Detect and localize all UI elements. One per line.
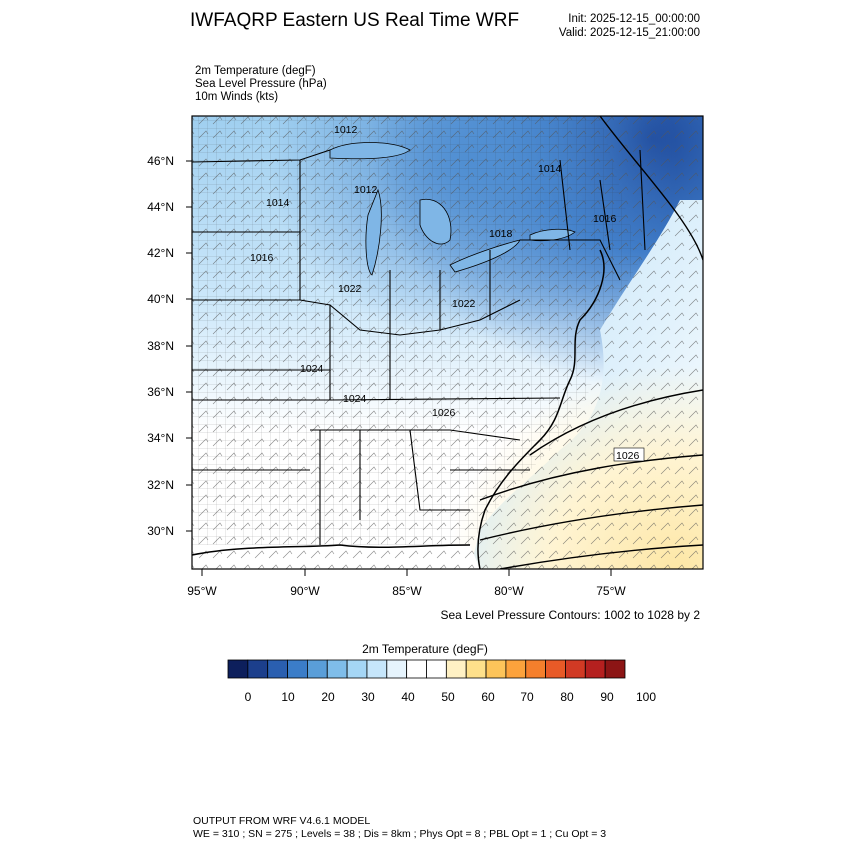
pressure-label: 1016 — [593, 213, 617, 225]
colorbar-swatch — [346, 659, 368, 679]
pressure-label: 1022 — [338, 283, 362, 295]
colorbar-swatch — [287, 659, 308, 679]
valid-time: Valid: 2025-12-15_21:00:00 — [558, 27, 700, 39]
colorbar-tick-label: 50 — [441, 690, 455, 704]
colorbar-swatch — [505, 659, 527, 679]
colorbar-swatch — [306, 659, 328, 679]
colorbar-swatch — [366, 659, 388, 679]
lat-label: 30°N — [147, 524, 174, 538]
colorbar-swatch — [267, 659, 288, 679]
colorbar-swatch — [525, 659, 547, 679]
pressure-labels: 1012 1014 1012 1014 1016 1018 1016 1022 … — [250, 124, 645, 462]
field-pressure-label: Sea Level Pressure (hPa) — [195, 78, 327, 90]
colorbar-tick-label: 70 — [520, 690, 534, 704]
lake-ontario — [529, 228, 576, 242]
colorbar-tick-label: 80 — [560, 690, 574, 704]
lat-label: 44°N — [147, 200, 174, 214]
colorbar-tick-label: 100 — [636, 690, 656, 704]
contour-note: Sea Level Pressure Contours: 1002 to 102… — [440, 608, 701, 622]
colorbar-title: 2m Temperature (degF) — [362, 642, 488, 656]
colorbar — [227, 659, 626, 679]
lat-ticks — [186, 160, 192, 532]
lon-label: 85°W — [392, 584, 422, 598]
field-temperature-label: 2m Temperature (degF) — [195, 65, 316, 77]
colorbar-tick-label: 10 — [281, 690, 295, 704]
colorbar-tick-label: 40 — [401, 690, 415, 704]
lon-label: 75°W — [596, 584, 626, 598]
colorbar-swatch — [445, 659, 467, 679]
colorbar-swatch — [227, 659, 249, 679]
lat-label: 46°N — [147, 154, 174, 168]
colorbar-tick-label: 90 — [600, 690, 614, 704]
gulf-coastline — [192, 544, 471, 556]
colorbar-tick-label: 20 — [321, 690, 335, 704]
colorbar-swatch — [406, 659, 427, 679]
lake-michigan — [365, 188, 382, 276]
lon-ticks — [201, 569, 612, 576]
pressure-label: 1024 — [300, 363, 324, 375]
init-time: Init: 2025-12-15_00:00:00 — [568, 13, 700, 25]
colorbar-swatch — [565, 659, 586, 679]
colorbar-swatch — [247, 659, 269, 679]
lon-labels: 95°W 90°W 85°W 80°W 75°W — [187, 584, 626, 598]
colorbar-swatch — [465, 659, 487, 679]
lat-label: 36°N — [147, 385, 174, 399]
lat-label: 34°N — [147, 431, 174, 445]
lat-label: 42°N — [147, 246, 174, 260]
isobars — [479, 116, 703, 569]
colorbar-swatch — [584, 659, 606, 679]
pressure-label: 1014 — [266, 197, 290, 209]
colorbar-labels: 0 10 20 30 40 50 60 70 80 90 100 — [245, 690, 657, 704]
atlantic-coastline — [477, 249, 605, 569]
lake-erie — [449, 239, 521, 273]
colorbar-swatch — [545, 659, 566, 679]
lat-label: 40°N — [147, 292, 174, 306]
field-winds-label: 10m Winds (kts) — [195, 91, 279, 103]
map-panel: 1012 1014 1012 1014 1016 1018 1016 1022 … — [192, 116, 703, 569]
pressure-label: 1022 — [452, 298, 476, 310]
colorbar-tick-label: 30 — [361, 690, 375, 704]
colorbar-swatch — [386, 659, 408, 679]
footer-model-line: OUTPUT FROM WRF V4.6.1 MODEL — [193, 815, 371, 827]
pressure-label: 1026 — [432, 407, 456, 419]
colorbar-swatch — [426, 659, 447, 679]
colorbar-swatch — [326, 659, 348, 679]
pressure-label: 1014 — [538, 163, 562, 175]
pressure-label: 1012 — [334, 124, 358, 136]
colorbar-tick-label: 0 — [245, 690, 252, 704]
lon-label: 80°W — [494, 584, 524, 598]
lat-label: 38°N — [147, 339, 174, 353]
colorbar-tick-label: 60 — [481, 690, 495, 704]
lake-huron — [419, 198, 452, 245]
plot-title: IWFAQRP Eastern US Real Time WRF — [190, 10, 520, 31]
pressure-label: 1024 — [343, 393, 367, 405]
lat-labels: 46°N 44°N 42°N 40°N 38°N 36°N 34°N 32°N … — [147, 154, 174, 538]
footer-config-line: WE = 310 ; SN = 275 ; Levels = 38 ; Dis … — [193, 828, 607, 840]
pressure-label: 1016 — [250, 252, 274, 264]
colorbar-swatch — [485, 659, 507, 679]
colorbar-swatch — [604, 659, 626, 679]
lat-label: 32°N — [147, 478, 174, 492]
lake-superior — [329, 142, 411, 160]
pressure-label: 1026 — [616, 450, 640, 462]
lon-label: 90°W — [290, 584, 320, 598]
wind-barbs — [192, 116, 703, 569]
lon-label: 95°W — [187, 584, 217, 598]
pressure-label: 1018 — [489, 228, 513, 240]
map-frame — [191, 115, 704, 570]
pressure-label: 1012 — [354, 184, 378, 196]
